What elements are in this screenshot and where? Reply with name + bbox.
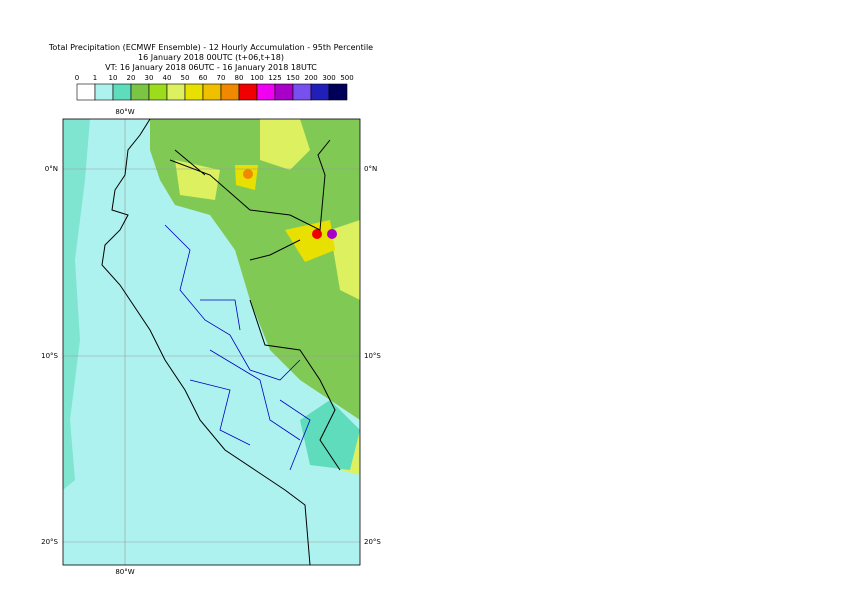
lat-label: 0°N <box>45 165 58 173</box>
title: Total Precipitation (ECMWF Ensemble) - 1… <box>48 43 373 52</box>
border <box>169 139 341 471</box>
coastline <box>101 119 311 565</box>
legend-swatch <box>76 83 96 101</box>
rain-area <box>175 119 360 300</box>
legend-swatch <box>184 83 204 101</box>
legend-tick-label: 60 <box>199 74 208 82</box>
legend-swatch <box>274 83 294 101</box>
region-border <box>164 224 311 471</box>
legend-tick-label: 200 <box>304 74 317 82</box>
legend-swatch <box>256 83 276 101</box>
legend-tick-label: 125 <box>268 74 281 82</box>
legend-tick-label: 50 <box>181 74 190 82</box>
legend-tick-label: 40 <box>163 74 172 82</box>
legend-swatch <box>112 83 132 101</box>
legend-swatch <box>238 83 258 101</box>
legend-swatch <box>220 83 240 101</box>
lat-label: 10°S <box>364 352 381 360</box>
subtitle: 16 January 2018 00UTC (t+06,t+18) <box>138 53 284 62</box>
rain-area <box>63 119 90 490</box>
legend-swatch <box>328 83 348 101</box>
rain-area <box>235 165 335 262</box>
legend-tick-label: 80 <box>235 74 244 82</box>
legend-tick-label: 300 <box>322 74 335 82</box>
legend-tick-label: 30 <box>145 74 154 82</box>
legend-swatch <box>202 83 222 101</box>
lat-label: 20°S <box>41 538 58 546</box>
rain-peak <box>327 229 337 239</box>
legend-swatch <box>148 83 168 101</box>
legend-tick-label: 20 <box>127 74 136 82</box>
legend-swatch <box>292 83 312 101</box>
lat-label: 0°N <box>364 165 377 173</box>
rain-area <box>300 400 360 470</box>
legend-tick-label: 100 <box>250 74 263 82</box>
lat-label: 10°S <box>41 352 58 360</box>
rain-peak <box>312 229 322 239</box>
legend-swatch <box>130 83 150 101</box>
valid-time: VT: 16 January 2018 06UTC - 16 January 2… <box>105 63 317 72</box>
legend-tick-label: 70 <box>217 74 226 82</box>
legend: 0 1 10 20 30 40 50 60 70 80 100 125 150 200 300 500 <box>75 74 354 101</box>
legend-swatch <box>166 83 186 101</box>
lon-label: 80°W <box>115 568 134 576</box>
legend-tick-label: 500 <box>340 74 353 82</box>
legend-swatch <box>310 83 330 101</box>
lon-label: 80°W <box>115 108 134 116</box>
lat-label: 20°S <box>364 538 381 546</box>
legend-tick-label: 0 <box>75 74 79 82</box>
map <box>63 119 360 565</box>
legend-tick-label: 10 <box>109 74 118 82</box>
map-frame <box>62 118 361 566</box>
legend-tick-label: 150 <box>286 74 299 82</box>
legend-tick-label: 1 <box>93 74 97 82</box>
legend-swatch <box>94 83 114 101</box>
rain-peak <box>243 169 253 179</box>
